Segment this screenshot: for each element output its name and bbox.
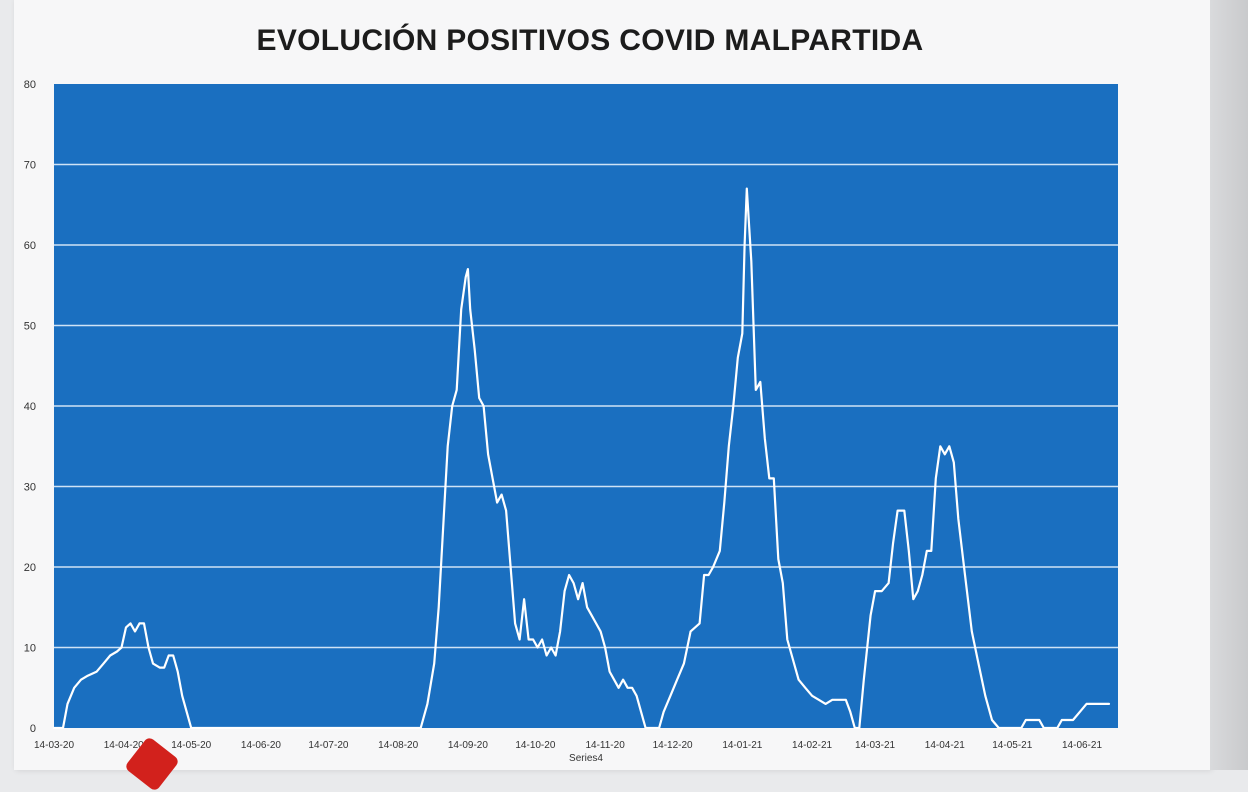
x-axis-label: Series4 — [569, 753, 603, 764]
background-wall — [1210, 0, 1248, 770]
series-line — [52, 187, 1111, 730]
x-tick-label: 14-11-20 — [585, 740, 625, 751]
y-tick-label: 80 — [24, 79, 36, 91]
x-tick-label: 14-03-20 — [34, 740, 74, 751]
y-tick-label: 30 — [24, 482, 36, 494]
y-tick-label: 40 — [24, 401, 36, 413]
x-tick-label: 14-05-21 — [992, 740, 1032, 751]
x-tick-label: 14-04-21 — [925, 740, 965, 751]
x-tick-label: 14-05-20 — [171, 740, 211, 751]
series-layer — [52, 187, 1111, 730]
x-tick-label: 14-06-21 — [1062, 740, 1102, 751]
y-tick-label: 10 — [24, 643, 36, 655]
y-tick-label: 70 — [24, 160, 36, 172]
y-tick-label: 20 — [24, 562, 36, 574]
x-tick-label: 14-08-20 — [378, 740, 418, 751]
x-tick-label: 14-07-20 — [308, 740, 348, 751]
x-tick-label: 14-02-21 — [792, 740, 832, 751]
line-chart: 0 10 20 30 40 50 60 70 80 14-03-20 14-04-20 14-05-… — [24, 79, 1118, 764]
x-tick-label: 14-04-20 — [104, 740, 144, 751]
x-tick-label: 14-06-20 — [241, 740, 281, 751]
x-tick-label: 14-09-20 — [448, 740, 488, 751]
y-tick-label: 60 — [24, 240, 36, 252]
x-tick-label: 14-03-21 — [855, 740, 895, 751]
y-tick-label: 0 — [30, 723, 36, 735]
grid-lines — [54, 163, 1118, 649]
x-tick-label: 14-12-20 — [653, 740, 693, 751]
y-tick-label: 50 — [24, 321, 36, 333]
x-tick-label: 14-10-20 — [515, 740, 555, 751]
chart-title: EVOLUCIÓN POSITIVOS COVID MALPARTIDA — [256, 24, 924, 57]
y-axis-ticks: 0 10 20 30 40 50 60 70 80 — [24, 79, 36, 735]
x-axis-ticks: 14-03-20 14-04-20 14-05-20 14-06-20 14-07-20… — [34, 740, 1102, 751]
x-tick-label: 14-01-21 — [722, 740, 762, 751]
